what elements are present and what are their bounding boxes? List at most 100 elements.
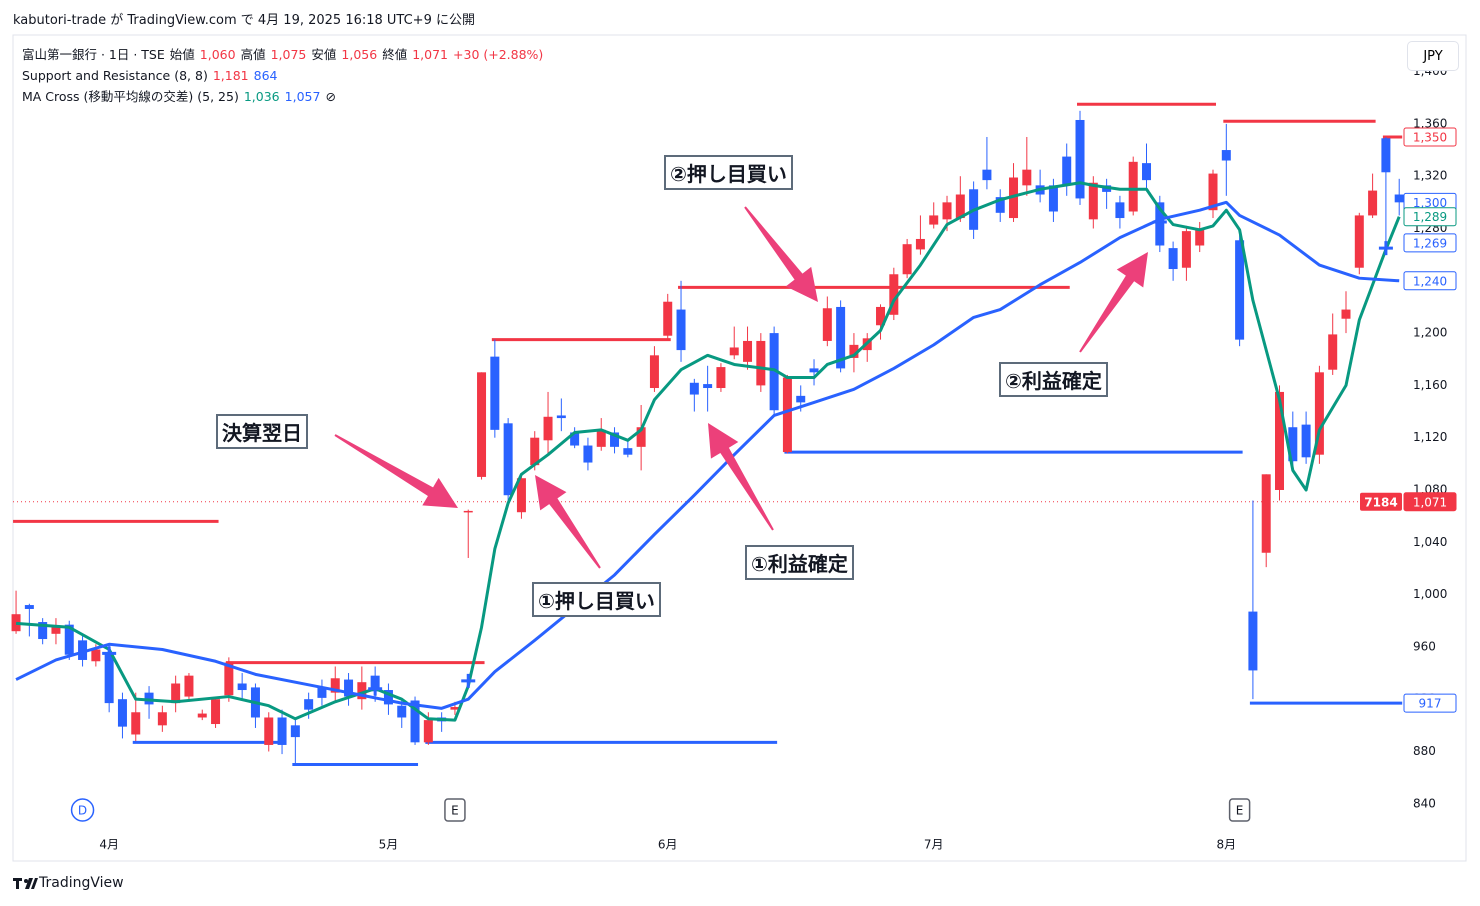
candle-body [317, 687, 327, 698]
candle-body [383, 690, 393, 705]
y-tick-label: 1,200 [1413, 326, 1447, 340]
candle-body [1221, 150, 1231, 161]
y-tick-label: 840 [1413, 796, 1436, 810]
candle-body [716, 367, 726, 389]
candle-body [769, 333, 779, 411]
chart-frame [12, 34, 1467, 862]
badge-label: E [1236, 804, 1244, 818]
badge [70, 798, 95, 822]
symbol-label-box [1360, 492, 1402, 511]
candle-body [703, 384, 713, 389]
candle-body [1328, 334, 1338, 370]
y-tick-label: 1,040 [1413, 535, 1447, 549]
cross-marker [461, 673, 476, 688]
candle-body [78, 640, 88, 660]
price-label: 1,289 [1413, 210, 1447, 224]
candle-body [237, 683, 247, 691]
candle-body [1301, 424, 1311, 458]
candle-body [1208, 173, 1218, 211]
annotation: ①押し目買い [532, 582, 661, 617]
candle-body [649, 355, 659, 389]
candle-body [570, 432, 580, 446]
annotation-arrow [334, 434, 458, 508]
candle-body [516, 478, 526, 513]
candle-body [290, 725, 300, 738]
legend-line: 富山第一銀行 · 1日 · TSE 始値 1,060 高値 1,075 安値 1,056 終値… [22, 44, 548, 65]
candle-body [556, 415, 566, 419]
legend-text: 1,075 [270, 47, 307, 62]
price-label: 1,300 [1413, 196, 1447, 210]
candle-body [756, 340, 766, 386]
annotation: ②押し目買い [664, 155, 793, 190]
y-tick-label: 1,320 [1413, 169, 1447, 183]
badge-label: E [451, 804, 459, 818]
candle-body [782, 377, 792, 453]
candle-body [995, 197, 1005, 213]
cross-marker [1378, 241, 1393, 256]
candle-body [1354, 215, 1364, 268]
badge-label: D [78, 804, 87, 818]
price-label: 917 [1419, 697, 1442, 711]
candle-body [942, 202, 952, 220]
annotation-arrow [535, 475, 601, 569]
price-label-box [1403, 127, 1457, 147]
candle-body [902, 244, 912, 275]
candle-body [1368, 190, 1378, 216]
x-tick-label: 7月 [924, 838, 944, 852]
brand-name: TradingView [39, 875, 124, 891]
candle-body [51, 627, 61, 634]
currency-button[interactable]: JPY [1407, 41, 1459, 71]
candle-body [38, 622, 48, 640]
candle-body [955, 194, 965, 219]
candle-body [1195, 228, 1205, 246]
candle-body [915, 238, 925, 250]
price-label: 1,240 [1413, 274, 1447, 288]
y-tick-label: 1,000 [1413, 587, 1447, 601]
candle-body [1288, 427, 1298, 462]
legend: 富山第一銀行 · 1日 · TSE 始値 1,060 高値 1,075 安値 1,056 終値… [22, 44, 548, 107]
candle-body [397, 705, 407, 718]
candle-body [876, 306, 886, 326]
y-tick-label: 960 [1413, 639, 1436, 653]
candle-body [1341, 309, 1351, 319]
candle-body [1048, 185, 1058, 212]
candle-body [224, 662, 234, 696]
candle-body [530, 437, 540, 466]
candle-body [91, 649, 101, 662]
x-tick-label: 5月 [379, 838, 399, 852]
candle-body [344, 679, 354, 697]
candle-body [211, 699, 221, 725]
legend-text: 始値 [169, 47, 195, 62]
candle-body [1314, 372, 1324, 455]
price-label-box [1403, 233, 1457, 253]
legend-line: Support and Resistance (8, 8) 1,181 864 [22, 65, 548, 86]
logo-icon [13, 878, 38, 889]
price-label: 1,071 [1413, 495, 1447, 509]
candle-body [24, 605, 34, 609]
candle-body [1261, 474, 1271, 553]
candle-body [1075, 119, 1085, 199]
candle-body [357, 682, 367, 700]
annotation-arrow [1079, 252, 1148, 353]
price-label: 1,269 [1413, 236, 1447, 250]
annotation-arrow [708, 423, 774, 531]
candle-body [743, 340, 753, 362]
legend-text: Support and Resistance (8, 8) [22, 68, 208, 83]
candle-body [1142, 163, 1152, 181]
price-label-box [1403, 693, 1457, 713]
publish-header: kabutori-trade が TradingView.com で 4月 19… [13, 13, 475, 28]
legend-text: 1,036 [243, 89, 280, 104]
candle-body [663, 301, 673, 336]
price-label-box [1403, 271, 1457, 291]
candle-body [1275, 391, 1285, 490]
candle-body [64, 624, 74, 655]
candle-body [596, 429, 606, 447]
candle-body [796, 395, 806, 403]
legend-text: ⊘ [325, 89, 336, 104]
candle-body [1115, 202, 1125, 219]
candle-body [330, 678, 340, 693]
cross-marker [1152, 214, 1167, 229]
candle-body [623, 448, 633, 455]
candle-body [410, 700, 420, 743]
